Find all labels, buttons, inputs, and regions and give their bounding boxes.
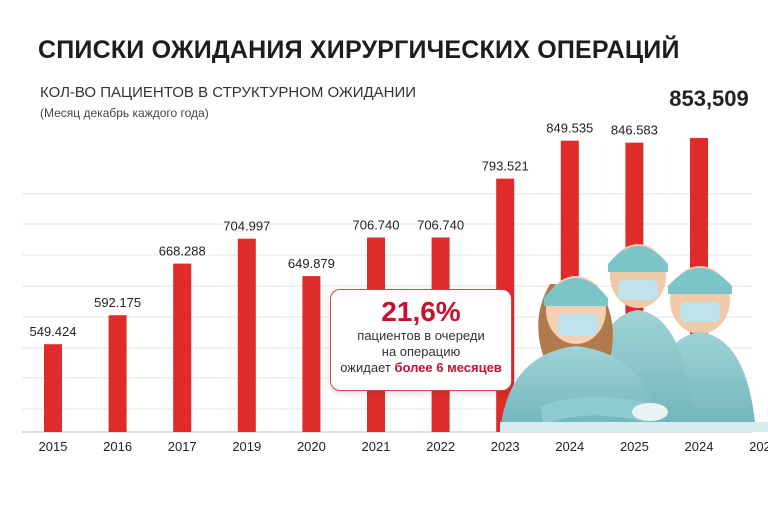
data-label: 706.740 bbox=[353, 218, 400, 233]
bar bbox=[44, 344, 62, 432]
data-label-highlight: 853,509 bbox=[669, 86, 749, 111]
data-label: 592.175 bbox=[94, 295, 141, 310]
bar bbox=[108, 315, 127, 432]
callout-line-2: на операцию bbox=[381, 344, 461, 359]
x-tick-label: 2025 bbox=[620, 439, 649, 454]
x-tick-label: 2022 bbox=[426, 439, 455, 454]
x-tick-label: 2016 bbox=[103, 439, 132, 454]
data-label: 549.424 bbox=[30, 324, 77, 339]
callout-box: 21,6% пациентов в очереди на операцию ож… bbox=[330, 289, 512, 391]
bar bbox=[237, 238, 256, 432]
callout-line-3: ожидает более 6 месяцев bbox=[331, 360, 511, 376]
callout-line-3-prefix: ожидает bbox=[340, 360, 395, 375]
data-label: 849.535 bbox=[546, 121, 593, 136]
x-tick-label: 2023 bbox=[491, 439, 520, 454]
x-tick-label: 2015 bbox=[39, 439, 68, 454]
x-tick-label: 2020 bbox=[297, 439, 326, 454]
data-label: 649.879 bbox=[288, 256, 335, 271]
surgeons-illustration bbox=[500, 244, 768, 432]
callout-percent: 21,6% bbox=[381, 296, 461, 327]
x-tick-label: 2021 bbox=[362, 439, 391, 454]
data-label: 668.288 bbox=[159, 244, 206, 259]
data-label: 793.521 bbox=[482, 159, 529, 174]
chart-subtitle: КОЛ-ВО ПАЦИЕНТОВ В СТРУКТУРНОМ ОЖИДАНИИ bbox=[40, 84, 417, 101]
callout-line-1: пациентов в очереди bbox=[357, 328, 485, 343]
chart-title: СПИСКИ ОЖИДАНИЯ ХИРУРГИЧЕСКИХ ОПЕРАЦИЙ bbox=[38, 36, 680, 64]
data-label: 706.740 bbox=[417, 218, 464, 233]
surgeon-left bbox=[500, 276, 668, 432]
bar bbox=[302, 276, 321, 432]
bar bbox=[173, 263, 192, 432]
x-tick-label: 2025 bbox=[749, 439, 768, 454]
x-tick-label: 2024 bbox=[685, 439, 714, 454]
x-tick-label: 2019 bbox=[232, 439, 261, 454]
data-label: 846.583 bbox=[611, 123, 658, 138]
callout-emphasis: более 6 месяцев bbox=[394, 360, 502, 375]
chart-note: (Месяц декабрь каждого года) bbox=[40, 106, 209, 120]
x-tick-label: 2017 bbox=[168, 439, 197, 454]
data-label: 704.997 bbox=[223, 219, 270, 234]
x-tick-label: 2024 bbox=[555, 439, 584, 454]
